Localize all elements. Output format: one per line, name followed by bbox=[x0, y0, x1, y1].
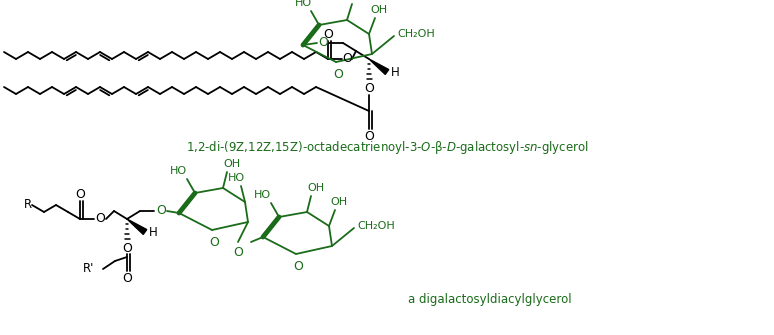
Text: HO: HO bbox=[228, 173, 245, 183]
Text: OH: OH bbox=[330, 197, 348, 207]
Text: H: H bbox=[391, 66, 399, 78]
Text: O: O bbox=[156, 204, 166, 217]
Text: 1,2-di-(9Z,12Z,15Z)-octadecatrienoyl-3-$\mathit{O}$-β-$\mathit{D}$-galactosyl-$\: 1,2-di-(9Z,12Z,15Z)-octadecatrienoyl-3-$… bbox=[186, 138, 588, 155]
Text: O: O bbox=[333, 67, 343, 80]
Text: O: O bbox=[318, 37, 328, 50]
Text: a digalactosyldiacylglycerol: a digalactosyldiacylglycerol bbox=[408, 293, 572, 307]
Text: OH: OH bbox=[307, 183, 324, 193]
Text: O: O bbox=[233, 246, 243, 259]
Text: H: H bbox=[149, 225, 157, 239]
Text: HO: HO bbox=[170, 166, 187, 176]
Text: CH₂OH: CH₂OH bbox=[357, 221, 395, 231]
Text: HO: HO bbox=[253, 190, 271, 200]
Text: O: O bbox=[122, 242, 132, 255]
Text: CH₂OH: CH₂OH bbox=[397, 29, 435, 39]
Text: O: O bbox=[323, 27, 333, 41]
Text: O: O bbox=[122, 271, 132, 284]
Text: OH: OH bbox=[224, 159, 241, 169]
Text: OH: OH bbox=[348, 0, 365, 1]
Text: O: O bbox=[293, 260, 303, 272]
Polygon shape bbox=[369, 59, 389, 74]
Text: O: O bbox=[342, 53, 352, 66]
Text: HO: HO bbox=[294, 0, 312, 8]
Text: O: O bbox=[364, 81, 374, 94]
Polygon shape bbox=[127, 219, 147, 234]
Text: R: R bbox=[24, 199, 32, 211]
Text: OH: OH bbox=[371, 5, 388, 15]
Text: O: O bbox=[95, 212, 105, 225]
Text: R': R' bbox=[83, 263, 94, 275]
Text: O: O bbox=[75, 188, 85, 201]
Text: O: O bbox=[209, 236, 219, 249]
Text: O: O bbox=[364, 130, 374, 142]
